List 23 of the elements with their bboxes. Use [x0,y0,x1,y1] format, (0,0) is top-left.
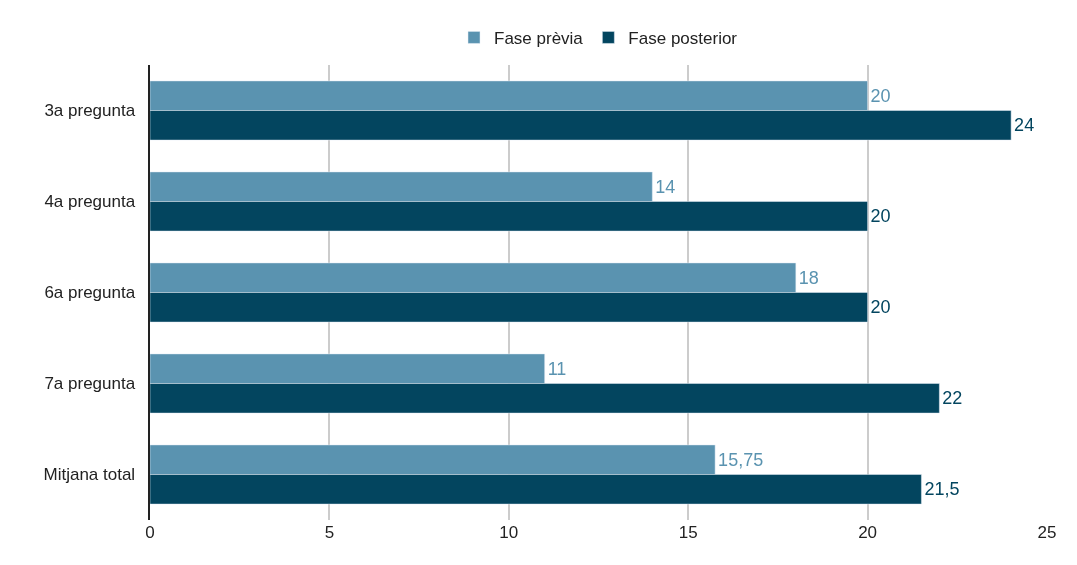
data-label: 15,75 [718,449,764,470]
data-label: 21,5 [924,479,960,500]
y-tick-label: Mitjana total [43,465,145,485]
legend-label: Fase prèvia [494,29,584,49]
y-tick-label: 3a pregunta [44,101,145,121]
data-label: 24 [1014,115,1035,136]
data-label: 20 [870,85,891,106]
y-tick-label: 4a pregunta [44,192,145,212]
legend-label: Fase posterior [628,29,738,49]
y-tick-label: 7a pregunta [44,374,145,394]
data-label: 11 [547,358,567,379]
data-label: 14 [655,176,676,197]
data-label: 18 [798,267,819,288]
data-label: 20 [870,206,891,227]
x-tick-label: 15 [678,523,698,542]
x-tick-label: 20 [858,523,878,542]
x-tick-label: 5 [324,523,335,542]
x-tick-label: 0 [145,523,155,542]
x-tick-label: 25 [1037,523,1057,542]
y-tick-label: 6a pregunta [44,283,145,303]
data-label: 20 [870,297,891,318]
x-tick-label: 10 [499,523,519,542]
data-label: 22 [942,388,963,409]
